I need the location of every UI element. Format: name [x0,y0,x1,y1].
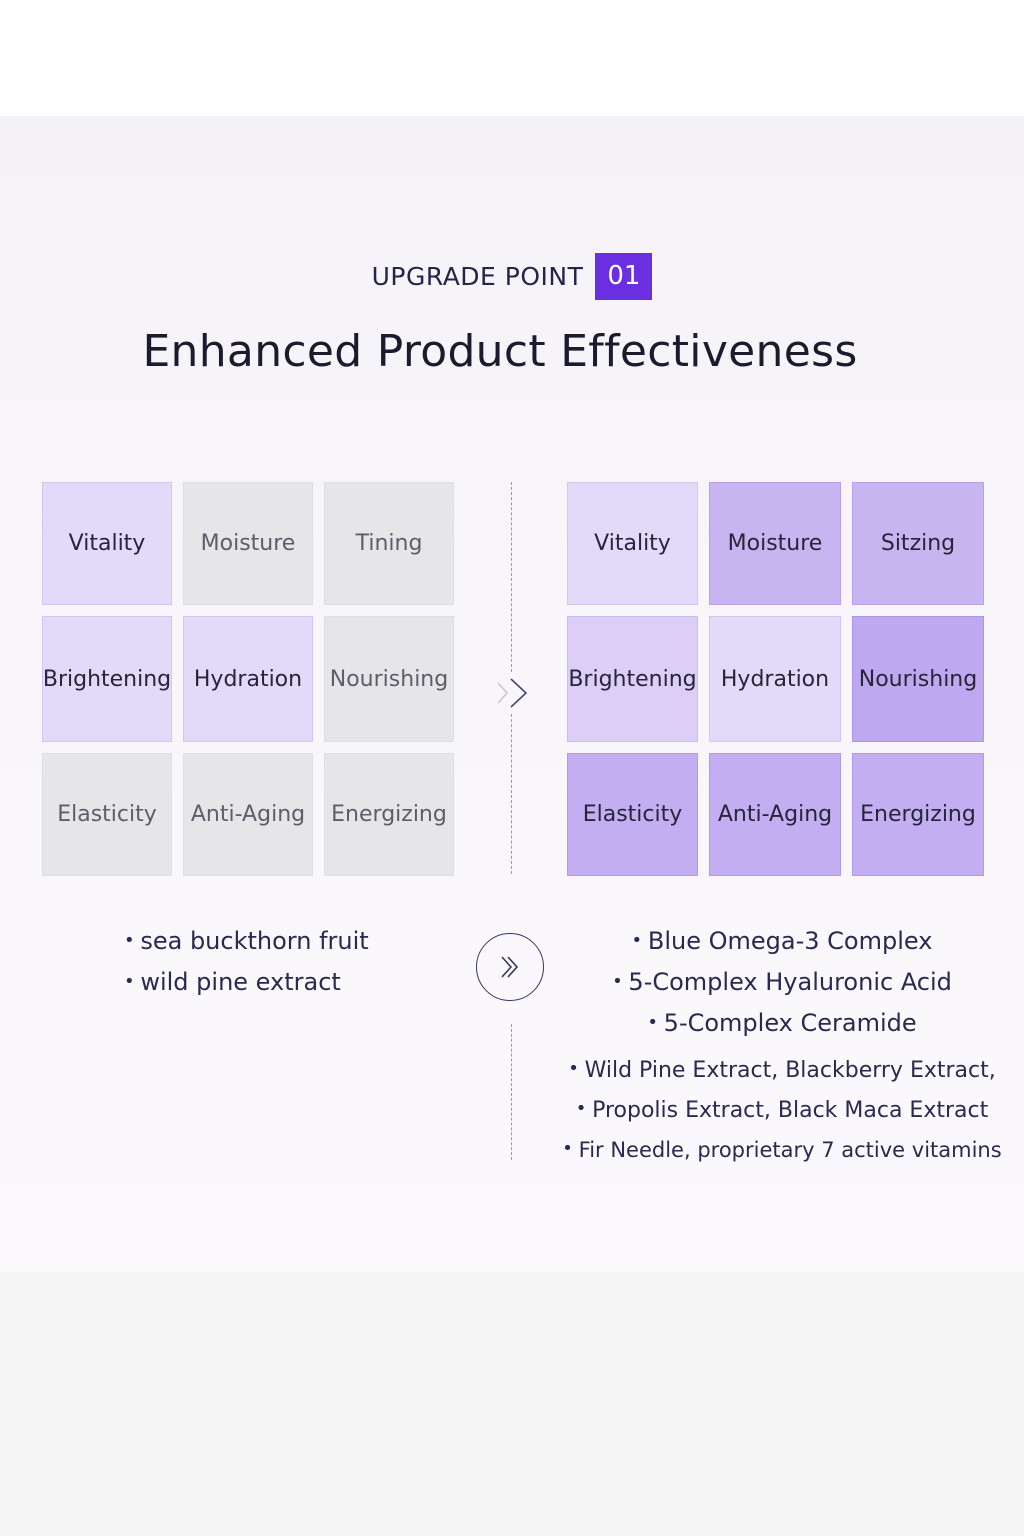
eyebrow-label: UPGRADE POINT [371,261,584,291]
double-chevron-right-circle-icon [476,933,544,1001]
list-item: Blue Omega-3 Complex [540,924,1024,965]
after-benefit-cell: Hydration [709,616,841,742]
after-benefit-cell: Elasticity [567,753,698,876]
after-benefit-cell: Anti-Aging [709,753,841,876]
after-ingredient-list: Blue Omega-3 Complex 5-Complex Hyaluroni… [540,924,1024,1172]
upgrade-point-heading: UPGRADE POINT 01 [0,252,1024,300]
point-number-badge: 01 [595,252,653,300]
top-band [0,0,1024,116]
after-benefit-cell: Moisture [709,482,841,605]
before-benefit-cell: Elasticity [42,753,172,876]
list-item: wild pine extract [124,965,369,1006]
before-benefit-cell: Moisture [183,482,313,605]
after-benefit-cell: Energizing [852,753,984,876]
divider-upper [511,482,512,672]
page-title: Enhanced Product Effectiveness [142,326,858,377]
after-benefit-grid: Vitality Moisture Sitzing Brightening Hy… [567,482,984,876]
list-item: 5-Complex Ceramide [540,1006,1024,1052]
before-ingredient-list: sea buckthorn fruit wild pine extract [124,924,369,1006]
after-benefit-cell: Nourishing [852,616,984,742]
list-item: sea buckthorn fruit [124,924,368,965]
list-item: 5-Complex Hyaluronic Acid [540,965,1024,1006]
list-item: Wild Pine Extract, Blackberry Extract, [540,1052,1024,1092]
list-item: Propolis Extract, Black Maca Extract [540,1092,1024,1132]
divider-middle [511,714,512,874]
divider-lower [511,1024,512,1160]
after-benefit-cell: Brightening [567,616,698,742]
before-benefit-cell: Energizing [324,753,454,876]
bottom-band [0,1272,1024,1536]
double-chevron-right-icon [492,674,534,712]
after-benefit-cell: Sitzing [852,482,984,605]
before-benefit-cell: Tining [324,482,454,605]
after-benefit-cell: Vitality [567,482,698,605]
list-item: Fir Needle, proprietary 7 active vitamin… [540,1132,1024,1172]
before-benefit-cell: Nourishing [324,616,454,742]
before-benefit-cell: Anti-Aging [183,753,313,876]
before-benefit-cell: Vitality [42,482,172,605]
before-benefit-grid: Vitality Moisture Tining Brightening Hyd… [42,482,454,876]
before-benefit-cell: Brightening [42,616,172,742]
before-benefit-cell: Hydration [183,616,313,742]
